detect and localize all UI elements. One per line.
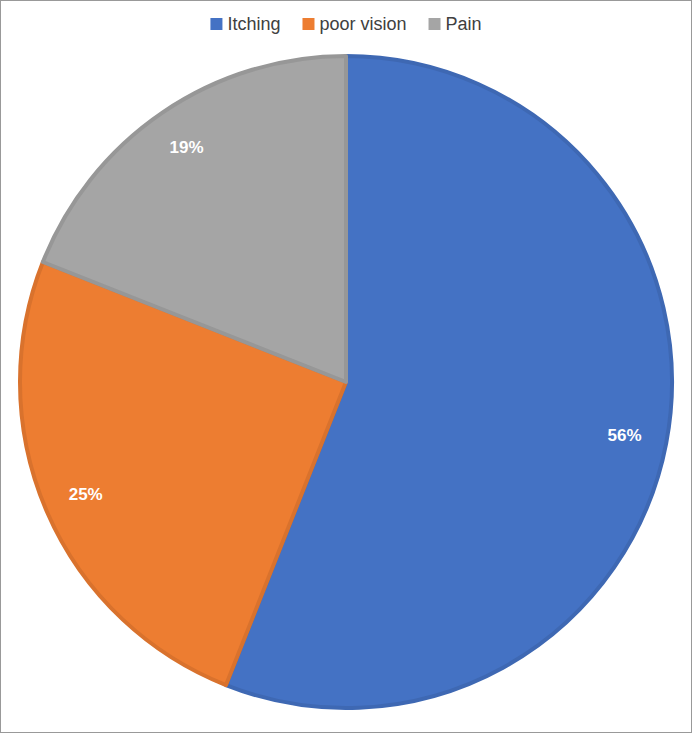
legend-swatch: [302, 18, 314, 30]
pie: [20, 56, 672, 708]
chart: 56% 25% 19% Itching poor vision Pain: [0, 0, 692, 733]
data-label: 56%: [608, 426, 642, 445]
legend-item: Pain: [429, 14, 482, 34]
legend-item: poor vision: [302, 14, 406, 34]
legend-label: poor vision: [319, 14, 406, 34]
legend-item: Itching: [210, 14, 280, 34]
legend-swatch: [210, 18, 222, 30]
slice: [43, 56, 346, 382]
legend: Itching poor vision Pain: [210, 14, 481, 34]
frame: [1, 1, 692, 733]
data-labels: 56% 25% 19%: [69, 138, 642, 504]
legend-label: Pain: [446, 14, 482, 34]
data-label: 25%: [69, 485, 103, 504]
data-label: 19%: [170, 138, 204, 157]
legend-swatch: [429, 18, 441, 30]
legend-label: Itching: [227, 14, 280, 34]
